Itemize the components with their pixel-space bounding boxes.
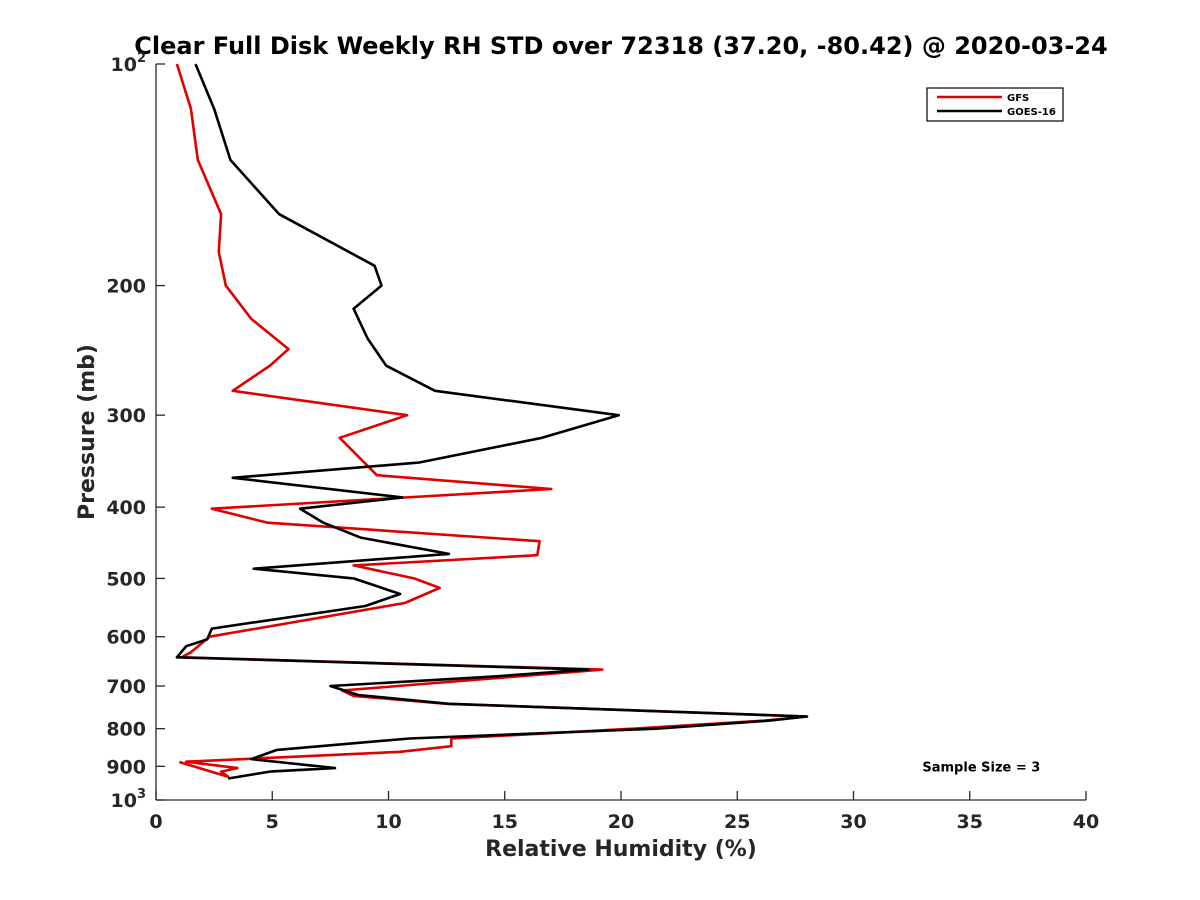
x-axis-ticks: 0 5 10 15 20 25 30 35 40 xyxy=(149,791,1099,833)
y-tick-label-base: 600 xyxy=(106,627,146,649)
sample-size-annotation: Sample Size = 3 xyxy=(922,760,1040,775)
x-tick-label: 25 xyxy=(724,811,750,833)
legend: GFS GOES-16 xyxy=(926,87,1064,122)
y-tick-label: 300 xyxy=(106,405,146,427)
y-tick-label: 103 xyxy=(111,787,147,812)
x-tick-label: 20 xyxy=(608,811,634,833)
y-tick-label: 800 xyxy=(106,719,146,741)
x-tick-label: 35 xyxy=(957,811,983,833)
y-tick-label-base: 10 xyxy=(111,54,137,76)
legend-label-gfs: GFS xyxy=(1007,93,1029,104)
x-tick-label: 0 xyxy=(149,811,162,833)
y-tick-label-base: 200 xyxy=(106,276,146,298)
x-tick-label: 30 xyxy=(840,811,866,833)
series-lines xyxy=(175,63,809,780)
y-tick-label-base: 400 xyxy=(106,497,146,519)
y-tick-label-base: 500 xyxy=(106,568,146,590)
x-tick-label: 10 xyxy=(375,811,401,833)
y-tick-label-exponent: 3 xyxy=(137,787,146,802)
y-tick-label: 200 xyxy=(106,276,146,298)
y-tick-label: 500 xyxy=(106,568,146,590)
y-tick-label-base: 10 xyxy=(111,790,137,812)
legend-box xyxy=(926,87,1064,122)
plot-area xyxy=(156,64,1086,800)
y-axis-label: Pressure (mb) xyxy=(75,344,100,520)
y-tick-label: 600 xyxy=(106,627,146,649)
chart-title: Clear Full Disk Weekly RH STD over 72318… xyxy=(134,32,1107,60)
x-tick-label: 5 xyxy=(266,811,279,833)
y-tick-label-base: 700 xyxy=(106,676,146,698)
y-tick-label-base: 800 xyxy=(106,719,146,741)
x-tick-label: 40 xyxy=(1073,811,1099,833)
y-tick-label-base: 300 xyxy=(106,405,146,427)
y-tick-label: 102 xyxy=(111,51,147,76)
y-tick-label: 400 xyxy=(106,497,146,519)
y-tick-label: 900 xyxy=(106,756,146,778)
legend-label-goes-16: GOES-16 xyxy=(1007,107,1056,118)
series-line-gfs xyxy=(175,63,809,779)
y-tick-label-exponent: 2 xyxy=(137,51,146,66)
series-line-goes-16 xyxy=(175,63,809,780)
y-tick-label-base: 900 xyxy=(106,756,146,778)
y-tick-label: 700 xyxy=(106,676,146,698)
x-axis-label: Relative Humidity (%) xyxy=(485,837,757,862)
x-tick-label: 15 xyxy=(492,811,518,833)
